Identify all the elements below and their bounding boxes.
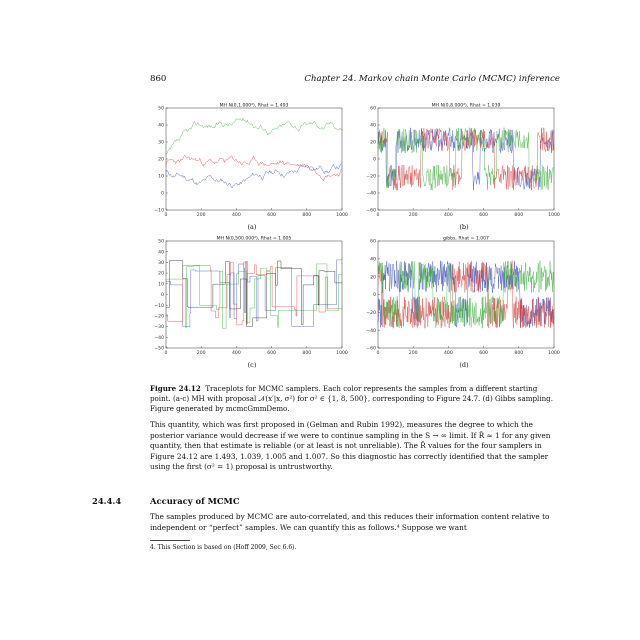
- xtick-label-b: 400: [444, 212, 453, 218]
- ytick-label-b: 0: [373, 157, 376, 163]
- xtick-label-a: 400: [232, 212, 241, 218]
- ytick-label-b: 40: [370, 123, 376, 129]
- ytick-label-d: 0: [373, 292, 376, 298]
- xtick-label-a: 800: [302, 212, 311, 218]
- ytick-label-a: 50: [158, 106, 164, 112]
- xtick-label-b: 600: [479, 212, 488, 218]
- panel-title-b: MH N(0,8.000²), Rhat = 1.039: [432, 103, 501, 109]
- trace-red-a: [165, 154, 343, 182]
- footnote-rule: [150, 540, 190, 541]
- body-paragraph-1: This quantity, which was first proposed …: [150, 420, 551, 472]
- chapter-title: Chapter 24. Markov chain Monte Carlo (MC…: [304, 74, 560, 84]
- xtick-label-c: 200: [197, 350, 206, 356]
- panel-title-d: gibbs, Rhat = 1.007: [443, 236, 489, 242]
- ytick-label-a: 20: [158, 157, 164, 163]
- ytick-label-d: 20: [370, 274, 376, 280]
- trace-red-c: [166, 261, 342, 326]
- panel-title-c: MH N(0,500.000²), Rhat = 1.005: [217, 236, 292, 242]
- ytick-label-a: 40: [158, 123, 164, 129]
- caption-text: Traceplots for MCMC samplers. Each color…: [150, 384, 553, 413]
- trace-blue-c: [166, 259, 342, 327]
- panel-a: MH N(0,1.000²), Rhat = 1.493 50 40 30 20 10 0−…: [148, 100, 348, 220]
- section-title: Accuracy of MCMC: [150, 496, 240, 506]
- xtick-label-a: 200: [197, 212, 206, 218]
- xtick-label-b: 0: [377, 212, 380, 218]
- trace-blue-a: [165, 163, 343, 189]
- ytick-label-d: −60: [366, 346, 376, 352]
- traceplot-b: MH N(0,8.000²), Rhat = 1.0396040200−20−4…: [366, 103, 560, 219]
- plot-frame-c: [165, 240, 343, 349]
- ytick-label-d: 40: [370, 256, 376, 262]
- ytick-label-c: 0: [161, 292, 164, 298]
- ytick-label-b: −40: [366, 191, 376, 197]
- xtick-label-b: 200: [409, 212, 418, 218]
- trace-black-c: [166, 260, 342, 327]
- xtick-label-d: 600: [479, 350, 488, 356]
- trace-red-d: [377, 260, 555, 329]
- figure-caption: Figure 24.12 Traceplots for MCMC sampler…: [150, 384, 560, 414]
- trace-green-c: [166, 263, 342, 329]
- panel-label-c: (c): [247, 361, 257, 369]
- ytick-label-c: 50: [158, 239, 164, 245]
- ytick-label-d: −40: [366, 328, 376, 334]
- ytick-label-d: −20: [366, 310, 376, 316]
- traceplot-a: MH N(0,1.000²), Rhat = 1.49350403020100−…: [154, 103, 348, 219]
- xtick-label-a: 1000: [336, 212, 348, 218]
- panel-label-a: (a): [247, 223, 257, 231]
- ytick-label-c: 10: [158, 281, 164, 287]
- xtick-label-c: 1000: [336, 350, 348, 356]
- ytick-label-a: 0: [161, 191, 164, 197]
- xtick-label-c: 800: [302, 350, 311, 356]
- traceplot-c: MH N(0,500.000²), Rhat = 1.005 50 40 30 20 10…: [154, 236, 348, 357]
- xtick-label-d: 1000: [548, 350, 560, 356]
- trace-green-a: [165, 117, 343, 155]
- xtick-label-d: 400: [444, 350, 453, 356]
- plot-frame-d: [377, 240, 555, 349]
- ytick-label-a: −10: [154, 208, 164, 214]
- ytick-label-c: −20: [154, 314, 164, 320]
- section-number: 24.4.4: [92, 496, 122, 506]
- panel-b: MH N(0,8.000²), Rhat = 1.039 60 40 20 0 −20 −4…: [360, 100, 560, 220]
- ytick-label-c: −40: [154, 335, 164, 341]
- xtick-label-d: 200: [409, 350, 418, 356]
- ytick-label-c: 30: [158, 260, 164, 266]
- footnote: 4. This Section is based on (Hoff 2009, …: [150, 544, 297, 551]
- running-header: 860 Chapter 24. Markov chain Monte Carlo…: [150, 74, 560, 88]
- ytick-label-c: 40: [158, 249, 164, 255]
- ytick-label-a: 30: [158, 140, 164, 146]
- panel-c: MH N(0,500.000²), Rhat = 1.005 50 40 30 20 10…: [148, 233, 348, 358]
- ytick-label-b: 60: [370, 106, 376, 112]
- trace-green-b: [377, 127, 555, 191]
- xtick-label-a: 0: [165, 212, 168, 218]
- xtick-label-b: 1000: [548, 212, 560, 218]
- ytick-label-a: 10: [158, 174, 164, 180]
- page-number: 860: [150, 74, 167, 84]
- plot-frame-b: [377, 107, 555, 211]
- xtick-label-b: 800: [514, 212, 523, 218]
- body-paragraph-2: The samples produced by MCMC are auto-co…: [150, 512, 550, 532]
- ytick-label-c: −30: [154, 324, 164, 330]
- trace-red-b: [377, 127, 555, 191]
- panel-title-a: MH N(0,1.000²), Rhat = 1.493: [220, 103, 289, 109]
- ytick-label-b: −20: [366, 174, 376, 180]
- xtick-label-d: 800: [514, 350, 523, 356]
- panel-d: gibbs, Rhat = 1.007 60 40 20 0 −20 −40 −60 0 200 4…: [360, 233, 560, 358]
- xtick-label-d: 0: [377, 350, 380, 356]
- panel-label-d: (d): [459, 361, 469, 369]
- ytick-label-d: 60: [370, 239, 376, 245]
- ytick-label-b: −60: [366, 208, 376, 214]
- ytick-label-c: −50: [154, 346, 164, 352]
- ytick-label-c: −10: [154, 303, 164, 309]
- xtick-label-c: 600: [267, 350, 276, 356]
- caption-label: Figure 24.12: [150, 384, 201, 393]
- ytick-label-b: 20: [370, 140, 376, 146]
- panel-label-b: (b): [459, 223, 469, 231]
- ytick-label-c: 20: [158, 271, 164, 277]
- trace-green-d: [377, 260, 555, 329]
- xtick-label-a: 600: [267, 212, 276, 218]
- xtick-label-c: 0: [165, 350, 168, 356]
- xtick-label-c: 400: [232, 350, 241, 356]
